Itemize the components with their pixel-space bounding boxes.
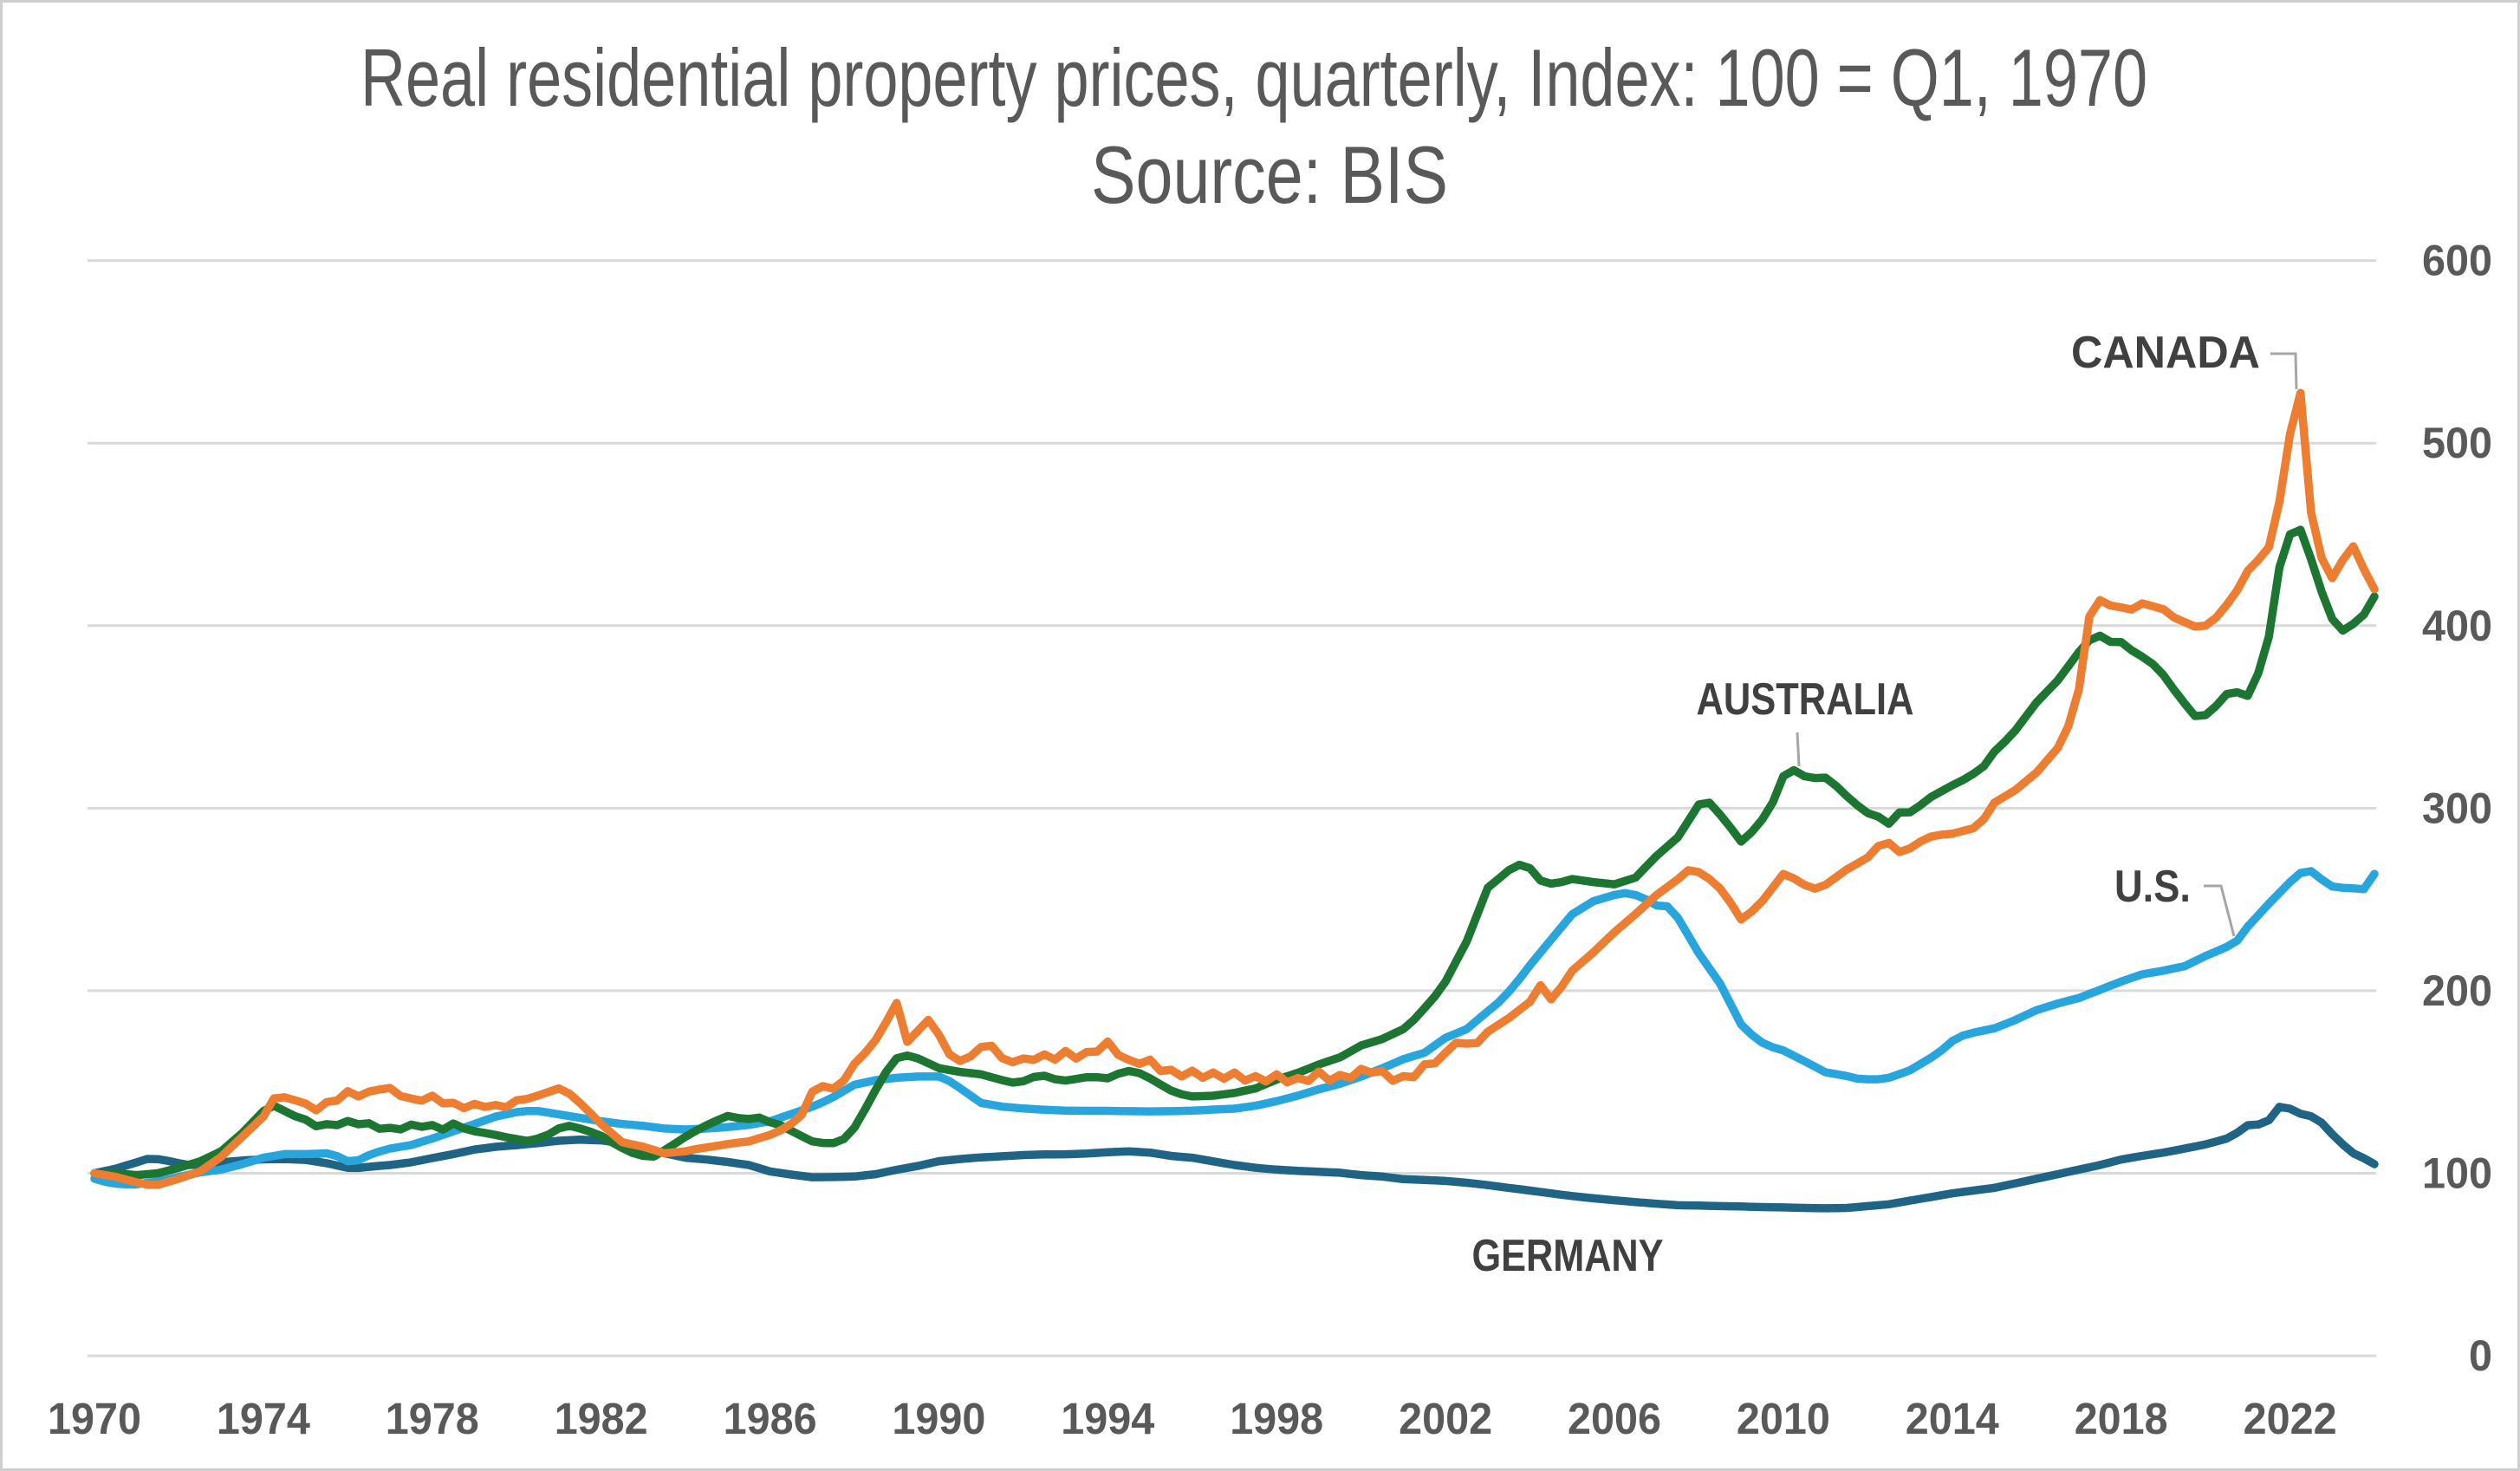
svg-text:Real residential property pric: Real residential property prices, quarte… (360, 32, 2147, 123)
svg-text:1986: 1986 (724, 1394, 817, 1443)
svg-text:100: 100 (2422, 1149, 2492, 1198)
svg-text:1982: 1982 (555, 1394, 648, 1443)
svg-text:1998: 1998 (1230, 1394, 1323, 1443)
svg-text:0: 0 (2469, 1331, 2492, 1380)
svg-text:300: 300 (2422, 784, 2492, 832)
svg-text:2006: 2006 (1568, 1394, 1661, 1443)
svg-text:200: 200 (2422, 967, 2492, 1015)
svg-text:2018: 2018 (2075, 1394, 2168, 1443)
svg-text:400: 400 (2422, 602, 2492, 650)
svg-text:600: 600 (2422, 237, 2492, 285)
svg-text:2002: 2002 (1399, 1394, 1492, 1443)
svg-text:1974: 1974 (217, 1394, 311, 1443)
svg-text:2014: 2014 (1906, 1394, 2000, 1443)
svg-text:1994: 1994 (1061, 1394, 1155, 1443)
svg-text:CANADA: CANADA (2071, 328, 2260, 378)
svg-text:2010: 2010 (1737, 1394, 1830, 1443)
svg-text:2022: 2022 (2244, 1394, 2337, 1443)
svg-text:Source: BIS: Source: BIS (1091, 129, 1448, 220)
svg-text:AUSTRALIA: AUSTRALIA (1697, 674, 1914, 725)
svg-text:1990: 1990 (892, 1394, 985, 1443)
svg-text:1970: 1970 (48, 1394, 141, 1443)
svg-text:U.S.: U.S. (2114, 862, 2191, 912)
svg-text:1978: 1978 (386, 1394, 479, 1443)
svg-text:500: 500 (2422, 419, 2492, 467)
svg-text:GERMANY: GERMANY (1472, 1231, 1664, 1281)
